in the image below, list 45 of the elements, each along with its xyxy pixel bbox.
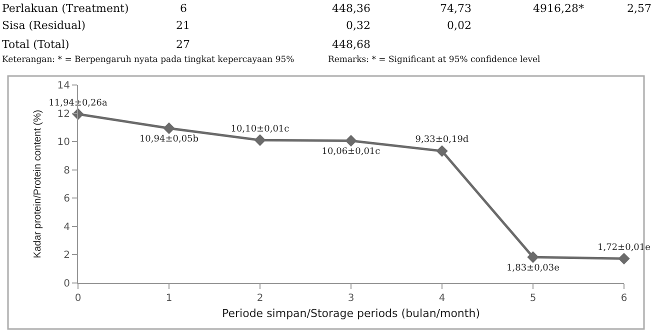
x-tick-label: 1	[166, 293, 172, 304]
text: Sisa (Residual)	[2, 19, 86, 32]
x-tick-label: 2	[256, 293, 264, 304]
point	[254, 134, 266, 146]
y-tick-label: 2	[64, 250, 70, 262]
text: Perlakuan (Treatment)	[2, 2, 129, 15]
x-tick-label: 3	[348, 293, 354, 304]
y-tick-label: 0	[64, 278, 70, 290]
x-tick-label: 0	[74, 293, 82, 304]
y-tick-label: 8	[64, 165, 70, 176]
y-tick-label: 14	[57, 80, 70, 92]
text: 0,32	[346, 19, 370, 32]
text: 6	[180, 2, 187, 15]
text: 2,57	[627, 2, 652, 15]
point	[618, 252, 630, 265]
text: 448,68	[332, 38, 370, 51]
point	[436, 145, 448, 157]
text: 21	[176, 19, 190, 32]
data-label: 1,83±0,03e	[506, 263, 560, 274]
point	[345, 134, 357, 147]
data-label: 9,33±0,19d	[415, 135, 469, 146]
text: 0,02	[447, 19, 472, 32]
y-axis-title: Kadar protein/Protein content (%)	[32, 110, 44, 258]
x-tick-label: 6	[620, 293, 628, 304]
y-tick-label: 10	[57, 137, 70, 148]
text: Total (Total)	[2, 38, 70, 51]
y-tick-label: 4	[64, 222, 70, 233]
point	[527, 251, 539, 263]
x-axis-title: Periode simpan/Storage periods (bulan/month)	[222, 307, 480, 320]
data-label: 10,06±0,01c	[322, 147, 380, 158]
point	[163, 122, 175, 134]
data-label: 10,94±0,05b	[139, 134, 199, 145]
text: 4916,28*	[533, 2, 584, 15]
y-tick-label: 12	[57, 108, 70, 120]
x-tick-label: 4	[438, 293, 446, 304]
text: 74,73	[440, 2, 472, 15]
data-label: 1,72±0,01e	[598, 242, 650, 253]
data-label: 11,94±0,26a	[48, 98, 108, 108]
text: Remarks: * = Significant at 95% confidence level	[328, 55, 541, 65]
text: 27	[176, 38, 190, 51]
x-tick-label: 5	[530, 293, 536, 304]
text: Keterangan: * = Berpengaruh nyata pada tingkat kepercayaan 95%	[2, 55, 294, 65]
y-tick-label: 6	[64, 194, 70, 205]
data-label: 10,10±0,01c	[230, 124, 290, 134]
text: 448,36	[332, 2, 370, 15]
